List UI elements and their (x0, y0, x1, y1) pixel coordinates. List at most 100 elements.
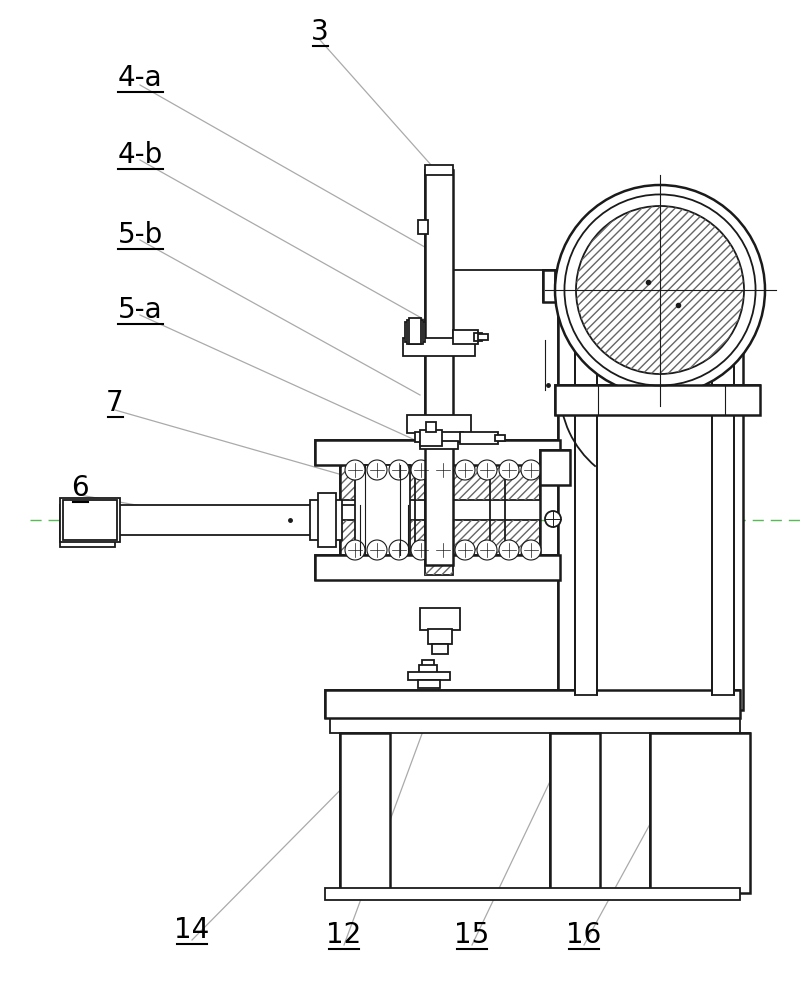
Text: 12: 12 (326, 921, 361, 949)
Circle shape (389, 460, 409, 480)
Bar (575, 305, 725, 695)
Circle shape (521, 460, 541, 480)
Circle shape (576, 206, 744, 374)
Bar (318, 493, 336, 547)
Bar (555, 385, 760, 415)
Bar (340, 455, 540, 500)
Bar (426, 422, 436, 432)
Text: 3: 3 (311, 18, 329, 46)
Bar (407, 415, 471, 433)
Bar (543, 270, 753, 302)
Bar (419, 665, 437, 675)
Bar (60, 498, 120, 542)
Bar (420, 608, 460, 630)
Bar (550, 733, 600, 893)
Bar (310, 500, 342, 540)
Circle shape (367, 460, 387, 480)
Bar (340, 733, 390, 893)
Text: 15: 15 (454, 921, 489, 949)
Bar (540, 450, 570, 485)
Bar (408, 672, 450, 680)
Circle shape (345, 540, 365, 560)
Bar (60, 505, 360, 535)
Circle shape (477, 540, 497, 560)
Bar (422, 660, 434, 678)
Bar (340, 733, 390, 893)
Bar (558, 290, 743, 710)
Text: 5-a: 5-a (118, 296, 163, 324)
Bar (315, 555, 560, 580)
Bar (315, 440, 560, 465)
Bar (340, 733, 390, 893)
Bar (555, 385, 760, 415)
Bar (650, 733, 750, 893)
Circle shape (433, 460, 453, 480)
Circle shape (433, 540, 453, 560)
Circle shape (455, 460, 475, 480)
Bar (425, 170, 453, 450)
Text: 4-a: 4-a (118, 64, 163, 92)
Bar (418, 680, 440, 688)
Bar (330, 718, 740, 733)
Bar (425, 165, 453, 175)
Bar (425, 465, 453, 575)
Circle shape (455, 540, 475, 560)
Bar (418, 220, 428, 234)
Bar (325, 690, 740, 718)
Bar (575, 305, 597, 695)
Bar (315, 440, 560, 465)
Text: 7: 7 (107, 389, 124, 417)
Circle shape (555, 185, 765, 395)
Circle shape (367, 540, 387, 560)
Circle shape (411, 540, 431, 560)
Bar (63, 500, 117, 540)
Bar (558, 290, 743, 710)
Bar (540, 450, 570, 485)
Circle shape (411, 460, 431, 480)
Bar (453, 330, 478, 344)
Bar (315, 440, 560, 465)
Bar (325, 690, 740, 718)
Bar (405, 322, 425, 342)
Bar (712, 305, 734, 695)
Bar (474, 333, 482, 341)
Text: 16: 16 (566, 921, 602, 949)
Bar (407, 320, 423, 344)
Bar (495, 435, 505, 441)
Bar (555, 385, 760, 415)
Bar (415, 432, 463, 442)
Circle shape (521, 540, 541, 560)
Bar (428, 629, 452, 644)
Bar (550, 733, 600, 893)
Circle shape (345, 460, 365, 480)
Bar (420, 441, 458, 449)
Bar (355, 465, 410, 555)
Bar (60, 535, 115, 547)
Bar (478, 334, 488, 340)
Bar (550, 733, 600, 893)
Circle shape (389, 540, 409, 560)
Bar (420, 430, 442, 446)
Bar (425, 465, 453, 575)
Circle shape (477, 460, 497, 480)
Bar (543, 270, 753, 302)
Bar (425, 170, 453, 565)
Bar (650, 733, 750, 893)
Bar (340, 520, 540, 565)
Bar (409, 318, 421, 344)
Bar (403, 338, 475, 356)
Bar (425, 170, 453, 450)
Bar (340, 520, 540, 565)
Circle shape (499, 460, 519, 480)
Text: 6: 6 (71, 474, 89, 502)
Bar (325, 690, 740, 718)
Bar (650, 733, 750, 893)
Bar (432, 644, 448, 654)
Circle shape (545, 511, 561, 527)
Bar (558, 290, 743, 710)
Text: 14: 14 (175, 916, 210, 944)
Bar (315, 555, 560, 580)
Circle shape (499, 540, 519, 560)
Bar (340, 455, 540, 500)
Bar (543, 270, 753, 302)
